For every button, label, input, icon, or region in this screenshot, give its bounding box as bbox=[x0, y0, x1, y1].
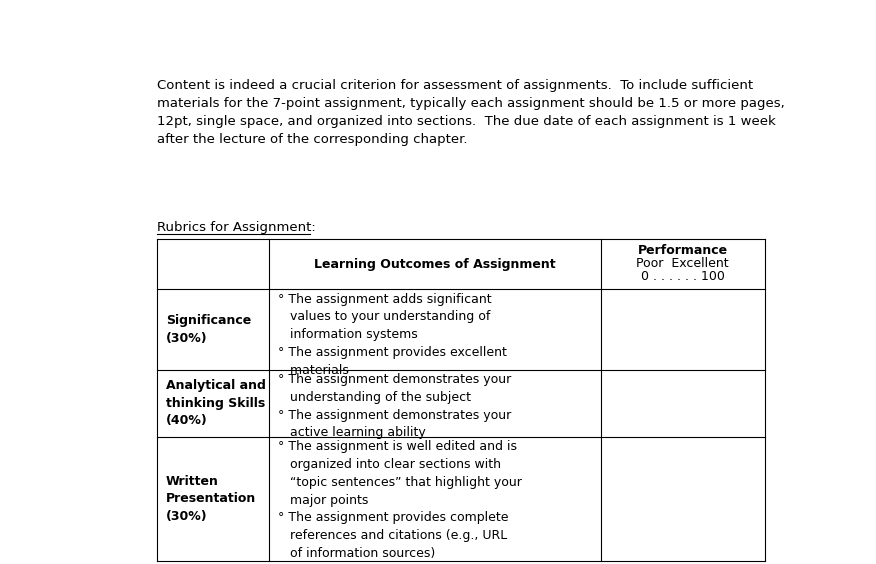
Text: Analytical and
thinking Skills
(40%): Analytical and thinking Skills (40%) bbox=[166, 379, 265, 427]
Text: ° The assignment is well edited and is
   organized into clear sections with
   : ° The assignment is well edited and is o… bbox=[279, 440, 522, 560]
Text: Poor  Excellent: Poor Excellent bbox=[636, 257, 729, 270]
Text: Content is indeed a crucial criterion for assessment of assignments.  To include: Content is indeed a crucial criterion fo… bbox=[157, 78, 785, 146]
Text: ° The assignment demonstrates your
   understanding of the subject
° The assignm: ° The assignment demonstrates your under… bbox=[279, 373, 512, 439]
Text: Rubrics for Assignment:: Rubrics for Assignment: bbox=[157, 221, 315, 233]
Text: 0 . . . . . . 100: 0 . . . . . . 100 bbox=[640, 270, 724, 283]
Text: Performance: Performance bbox=[638, 244, 728, 257]
Text: Learning Outcomes of Assignment: Learning Outcomes of Assignment bbox=[314, 258, 555, 271]
Text: Significance
(30%): Significance (30%) bbox=[166, 314, 251, 345]
Text: ° The assignment adds significant
   values to your understanding of
   informat: ° The assignment adds significant values… bbox=[279, 293, 507, 377]
Text: Written
Presentation
(30%): Written Presentation (30%) bbox=[166, 475, 256, 523]
